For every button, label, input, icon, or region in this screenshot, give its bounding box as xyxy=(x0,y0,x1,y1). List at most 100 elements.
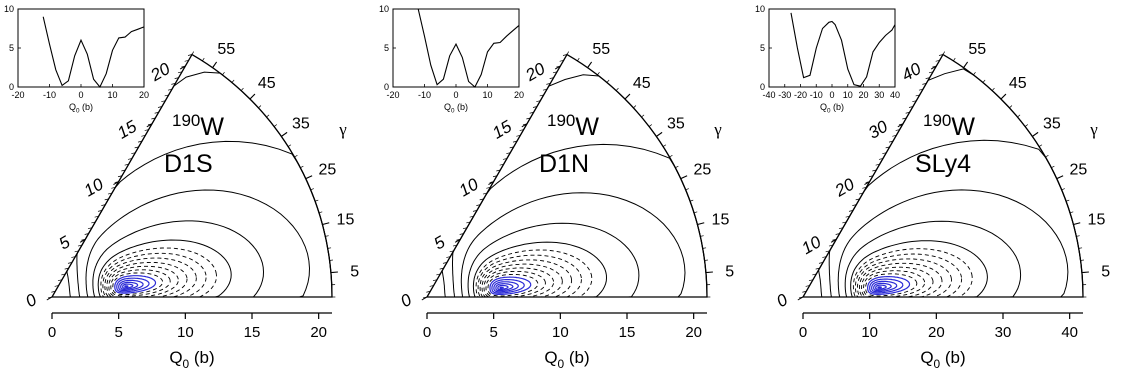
x-tick-label: 5 xyxy=(114,324,122,341)
y-minor-tick xyxy=(429,285,434,287)
gamma-minor-tick xyxy=(294,155,298,158)
gamma-minor-tick xyxy=(1065,199,1070,202)
y-minor-tick xyxy=(499,163,504,166)
gamma-minor-tick xyxy=(624,96,628,100)
contour-line xyxy=(493,281,519,293)
x-axis-label-sub: 0 xyxy=(183,357,190,371)
gamma-tick-label: 45 xyxy=(1009,75,1027,92)
gamma-minor-tick xyxy=(587,64,590,68)
x-tick-label: 20 xyxy=(310,324,327,341)
y-minor-tick xyxy=(512,140,518,143)
y-minor-tick xyxy=(556,65,561,68)
y-minor-tick xyxy=(446,256,451,258)
inset-x-axis-label-sub: 0 xyxy=(451,108,455,115)
y-minor-tick xyxy=(432,279,438,282)
x-tick-label: 10 xyxy=(177,324,194,341)
gamma-minor-tick xyxy=(1024,124,1029,127)
contour-line xyxy=(875,284,887,290)
contour-line xyxy=(122,283,134,289)
inset-y-tick-label: 5 xyxy=(9,43,14,53)
gamma-minor-tick xyxy=(648,124,653,127)
x-axis-label-main: Q xyxy=(920,348,933,367)
contour-line xyxy=(877,286,882,289)
gamma-minor-tick xyxy=(669,155,673,158)
gamma-minor-tick xyxy=(662,144,667,147)
inset-x-axis-label: Q0 (b) xyxy=(69,102,93,115)
y-minor-tick xyxy=(64,267,69,270)
gamma-tick-label: 55 xyxy=(592,41,610,58)
gamma-minor-tick xyxy=(318,211,323,214)
y-minor-tick xyxy=(486,186,491,189)
x-tick-label: 30 xyxy=(995,324,1012,341)
nucleus-symbol: W xyxy=(951,113,975,141)
contour-line xyxy=(118,279,144,292)
y-minor-tick xyxy=(71,256,76,258)
y-minor-tick xyxy=(868,175,874,178)
y-tick-label: 0 xyxy=(22,290,40,311)
contour-line xyxy=(106,261,188,298)
contour-line xyxy=(120,281,139,290)
nucleus-label: 190W xyxy=(547,111,599,141)
inset-x-tick-label: 0 xyxy=(453,90,458,100)
x-axis-label-sub: 0 xyxy=(934,357,941,371)
y-minor-tick xyxy=(542,88,548,91)
contour-line xyxy=(871,280,898,293)
x-axis-label-unit: (b) xyxy=(564,348,590,367)
x-tick-label: 10 xyxy=(552,324,569,341)
gamma-minor-tick xyxy=(566,51,569,55)
contour-line xyxy=(66,71,333,298)
gamma-minor-tick xyxy=(693,211,698,214)
y-minor-tick xyxy=(805,285,810,287)
y-tick-label: 15 xyxy=(114,117,140,143)
inset-x-tick-label: 40 xyxy=(890,90,900,100)
y-minor-tick xyxy=(808,279,814,282)
y-minor-tick xyxy=(812,273,817,276)
inset-y-tick-label: 5 xyxy=(760,43,765,53)
inset-x-tick-label: 10 xyxy=(107,90,117,100)
y-tick-label: 20 xyxy=(147,59,174,86)
inset-y-tick-label: 0 xyxy=(760,82,765,92)
gamma-minor-tick xyxy=(689,199,694,202)
inset-y-tick-label: 0 xyxy=(9,82,14,92)
inset-x-tick-label: 10 xyxy=(843,90,853,100)
y-tick-label: 40 xyxy=(898,59,924,85)
contour-line xyxy=(491,279,525,294)
inset-x-tick-label: -40 xyxy=(762,90,775,100)
y-minor-tick xyxy=(114,181,119,183)
inset-x-axis-label: Q0 (b) xyxy=(820,102,844,115)
nucleus-mass: 190 xyxy=(172,111,200,130)
contour-line xyxy=(869,278,904,294)
y-minor-tick xyxy=(124,163,129,166)
gamma-minor-tick xyxy=(1017,114,1021,118)
contour-line xyxy=(104,257,197,298)
y-minor-tick xyxy=(802,290,807,293)
gamma-minor-tick xyxy=(1009,105,1013,109)
inset-frame xyxy=(392,8,520,88)
contour-line xyxy=(489,276,532,295)
gamma-tick-label: 55 xyxy=(968,41,986,58)
inset-energy-curve xyxy=(790,12,896,87)
y-minor-tick xyxy=(559,59,564,62)
y-tick-label: 10 xyxy=(456,174,482,200)
gamma-minor-tick xyxy=(1076,235,1080,237)
y-minor-tick xyxy=(938,54,944,56)
gamma-minor-tick xyxy=(1045,155,1049,158)
contour-lines xyxy=(818,68,1084,298)
inset-x-axis-label-main: Q xyxy=(69,102,76,112)
x-tick-label: 5 xyxy=(489,324,497,341)
y-minor-tick xyxy=(111,186,116,189)
inset-x-tick-label: 10 xyxy=(482,90,492,100)
gamma-minor-tick xyxy=(1056,176,1060,179)
x-tick-label: 15 xyxy=(244,324,261,341)
y-minor-tick xyxy=(61,273,66,276)
interaction-label: D1S xyxy=(164,150,213,178)
x-tick-label: 20 xyxy=(928,324,945,341)
gamma-tick-label: 35 xyxy=(292,116,310,133)
inset-x-tick-label: 20 xyxy=(514,90,524,100)
gamma-minor-tick xyxy=(973,71,976,76)
gamma-tick-label: 35 xyxy=(667,116,685,133)
